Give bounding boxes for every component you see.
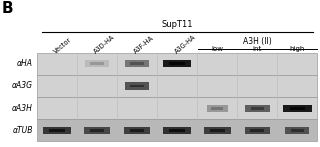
Text: αTUB: αTUB (12, 126, 33, 135)
Bar (163, 127, 191, 134)
Text: A3G-HA: A3G-HA (173, 33, 197, 54)
Bar (90, 129, 104, 132)
Text: SupT11: SupT11 (161, 20, 193, 29)
Bar (84, 60, 109, 67)
Bar (163, 60, 191, 67)
Bar (169, 129, 185, 132)
Text: high: high (290, 46, 305, 52)
Text: A3F-HA: A3F-HA (133, 34, 156, 54)
Bar (37, 119, 317, 141)
Text: αHA: αHA (17, 59, 33, 69)
Text: B: B (2, 1, 13, 16)
Text: Vector: Vector (53, 36, 73, 54)
Bar (124, 127, 150, 134)
Text: A3D-HA: A3D-HA (93, 34, 116, 54)
Text: low: low (211, 46, 223, 52)
Bar (125, 60, 149, 67)
Bar (49, 129, 65, 132)
Bar (210, 129, 225, 132)
Bar (283, 105, 311, 112)
Bar (37, 75, 317, 97)
Bar (90, 62, 104, 65)
Bar (285, 127, 309, 134)
Bar (245, 105, 270, 112)
Bar (130, 129, 144, 132)
Bar (212, 107, 223, 110)
Bar (130, 85, 144, 87)
Bar (169, 62, 185, 65)
Bar (251, 107, 264, 110)
Bar (130, 62, 144, 65)
Bar (37, 97, 317, 119)
Bar (204, 127, 231, 134)
Bar (250, 129, 264, 132)
Bar (84, 127, 110, 134)
Text: int: int (253, 46, 262, 52)
Bar (43, 127, 71, 134)
Text: αA3H: αA3H (12, 103, 33, 113)
Bar (207, 105, 228, 112)
Bar (291, 129, 304, 132)
Bar (37, 53, 317, 75)
Text: A3H (II): A3H (II) (243, 37, 272, 46)
Bar (244, 127, 270, 134)
Text: αA3G: αA3G (12, 81, 33, 91)
Bar (125, 82, 149, 90)
Bar (290, 107, 305, 110)
